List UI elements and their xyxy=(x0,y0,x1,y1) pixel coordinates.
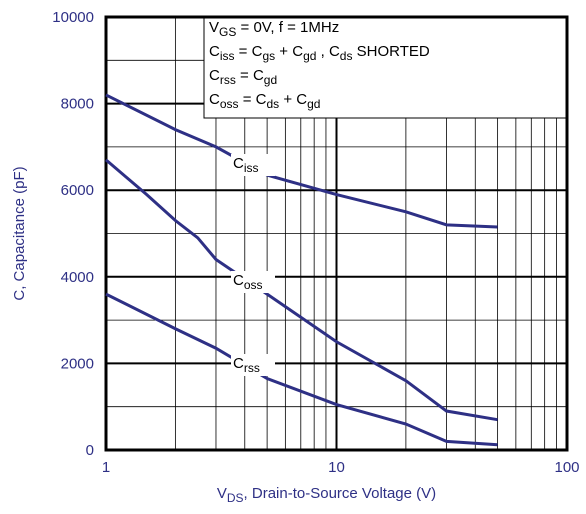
y-tick-label: 10000 xyxy=(52,9,94,26)
y-axis-title: C, Capacitance (pF) xyxy=(11,166,28,300)
subscript: gd xyxy=(264,73,277,87)
subscript: GS xyxy=(219,25,236,39)
text-part: + C xyxy=(279,91,307,108)
subscript: DS xyxy=(227,491,244,505)
series-label: Ciss xyxy=(233,155,259,175)
text-part: = 0V, f = 1MHz xyxy=(236,19,339,36)
text-part: V xyxy=(209,19,219,36)
subscript: rss xyxy=(244,361,260,375)
label-bg xyxy=(231,354,275,376)
series-label: Crss xyxy=(233,355,260,375)
text-part: + C xyxy=(275,43,303,60)
text-part: C xyxy=(233,272,244,289)
subscript: iss xyxy=(244,161,259,175)
y-tick-label: 0 xyxy=(86,442,94,459)
label-bg xyxy=(231,271,275,293)
x-tick-label: 100 xyxy=(554,459,579,476)
subscript: oss xyxy=(220,97,239,111)
label-bg xyxy=(231,154,275,176)
text-part: = C xyxy=(239,91,267,108)
plot-border xyxy=(104,15,569,452)
text-part: C xyxy=(209,43,220,60)
x-tick-label: 10 xyxy=(328,459,345,476)
y-tick-label: 6000 xyxy=(61,182,94,199)
text-part: C xyxy=(233,355,244,372)
text-part: , C xyxy=(316,43,340,60)
text-part: C xyxy=(209,91,220,108)
x-axis-title: VDS, Drain-to-Source Voltage (V) xyxy=(217,485,436,505)
subscript: gd xyxy=(303,49,316,63)
text-part: = C xyxy=(235,43,263,60)
subscript: gd xyxy=(307,97,320,111)
line xyxy=(105,93,498,229)
subscript: rss xyxy=(220,73,236,87)
text-part: V xyxy=(217,485,227,502)
text-part: C xyxy=(209,67,220,84)
y-tick-label: 8000 xyxy=(61,96,94,113)
legend-text: Ciss = Cgs + Cgd , Cds SHORTED xyxy=(209,43,430,63)
legend-text: Coss = Cds + Cgd xyxy=(209,91,320,111)
text-part: SHORTED xyxy=(352,43,429,60)
legend-box xyxy=(203,16,568,119)
subscript: iss xyxy=(220,49,235,63)
subscript: oss xyxy=(244,278,263,292)
text-part: C xyxy=(233,155,244,172)
subscript: ds xyxy=(266,97,279,111)
subscript: ds xyxy=(340,49,353,63)
line xyxy=(105,158,498,422)
y-tick-label: 2000 xyxy=(61,355,94,372)
text-part: = C xyxy=(236,67,264,84)
text-part: , Drain-to-Source Voltage (V) xyxy=(244,485,437,502)
legend-text: VGS = 0V, f = 1MHz xyxy=(209,19,339,39)
series-label: Coss xyxy=(233,272,263,292)
subscript: gs xyxy=(262,49,275,63)
x-tick-label: 1 xyxy=(102,459,110,476)
y-tick-label: 4000 xyxy=(61,269,94,286)
legend-text: Crss = Cgd xyxy=(209,67,277,87)
line xyxy=(105,292,498,447)
